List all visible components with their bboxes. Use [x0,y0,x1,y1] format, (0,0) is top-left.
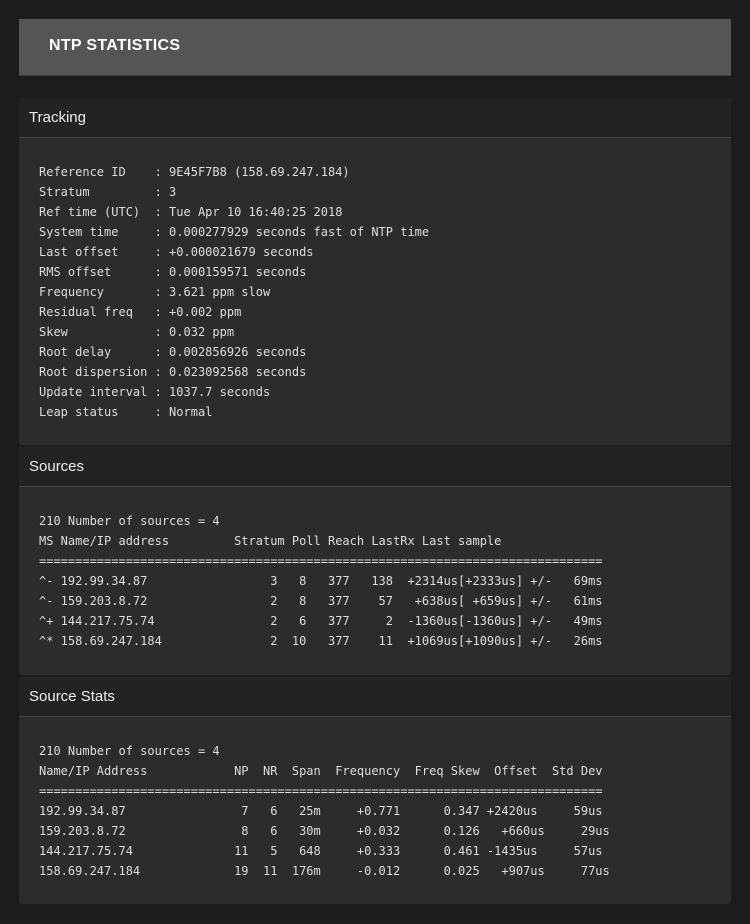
page-header: NTP STATISTICS [19,19,731,76]
output-line: Root delay : 0.002856926 seconds [39,345,307,359]
tracking-output: Reference ID : 9E45F7B8 (158.69.247.184)… [19,138,731,422]
output-line: Reference ID : 9E45F7B8 (158.69.247.184) [39,165,350,179]
tracking-panel: Tracking Reference ID : 9E45F7B8 (158.69… [19,98,731,445]
output-line: Frequency : 3.621 ppm slow [39,285,271,299]
tracking-heading: Tracking [19,98,731,138]
page-title: NTP STATISTICS [49,37,181,54]
output-line: 159.203.8.72 8 6 30m +0.032 0.126 +660us… [39,824,610,838]
output-line: Name/IP Address NP NR Span Frequency Fre… [39,764,603,778]
sources-heading: Sources [19,447,731,487]
source-stats-output: 210 Number of sources = 4 Name/IP Address… [19,717,731,881]
output-line: Stratum : 3 [39,185,177,199]
output-line: Skew : 0.032 ppm [39,325,235,339]
output-line: ^* 158.69.247.184 2 10 377 11 +1069us[+1… [39,634,603,648]
sources-panel: Sources 210 Number of sources = 4 MS Name… [19,447,731,675]
output-line: 144.217.75.74 11 5 648 +0.333 0.461 -143… [39,844,603,858]
output-line: 210 Number of sources = 4 [39,514,220,528]
output-line: MS Name/IP address Stratum Poll Reach La… [39,534,502,548]
output-line: System time : 0.000277929 seconds fast o… [39,225,430,239]
source-stats-panel: Source Stats 210 Number of sources = 4 Na… [19,677,731,904]
output-line: RMS offset : 0.000159571 seconds [39,265,307,279]
output-line: Residual freq : +0.002 ppm [39,305,242,319]
output-line: ^- 192.99.34.87 3 8 377 138 +2314us[+233… [39,574,603,588]
output-line: Ref time (UTC) : Tue Apr 10 16:40:25 201… [39,205,343,219]
output-line: ========================================… [39,784,603,798]
output-line: 210 Number of sources = 4 [39,744,220,758]
output-line: Update interval : 1037.7 seconds [39,385,271,399]
output-line: ^+ 144.217.75.74 2 6 377 2 -1360us[-1360… [39,614,603,628]
output-line: Root dispersion : 0.023092568 seconds [39,365,307,379]
output-line: Leap status : Normal [39,405,213,419]
output-line: ========================================… [39,554,603,568]
sources-output: 210 Number of sources = 4 MS Name/IP addr… [19,487,731,651]
source-stats-heading: Source Stats [19,677,731,717]
output-line: 192.99.34.87 7 6 25m +0.771 0.347 +2420u… [39,804,603,818]
output-line: ^- 159.203.8.72 2 8 377 57 +638us[ +659u… [39,594,603,608]
output-line: 158.69.247.184 19 11 176m -0.012 0.025 +… [39,864,610,878]
output-line: Last offset : +0.000021679 seconds [39,245,314,259]
